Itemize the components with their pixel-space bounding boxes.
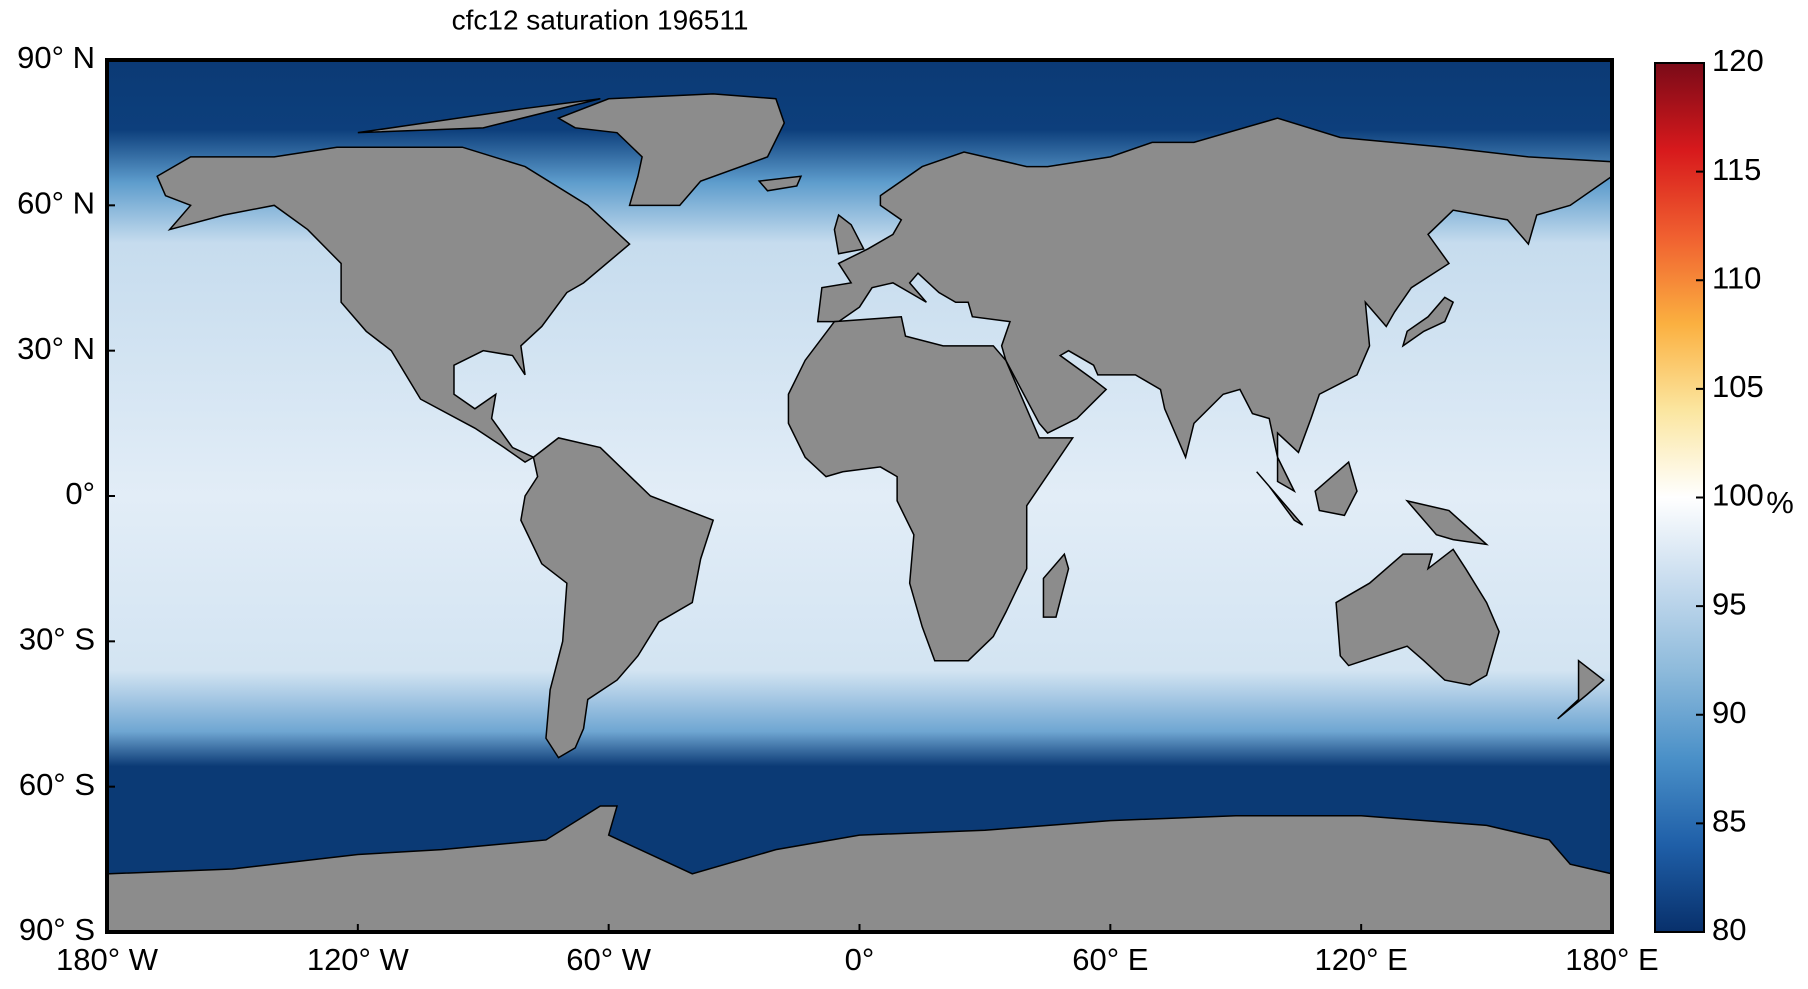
landmass <box>787 315 1075 662</box>
y-tick-label: 30° N <box>17 331 95 366</box>
colorbar-label: % <box>1766 485 1794 520</box>
colorbar-tick-label: 90 <box>1712 695 1746 730</box>
y-tick-label: 0° <box>65 476 95 511</box>
x-tick-label: 120° W <box>307 942 410 977</box>
colorbar-tick-label: 85 <box>1712 804 1746 839</box>
x-tick-label: 180° W <box>56 942 159 977</box>
y-tick-label: 90° S <box>19 912 95 947</box>
chart-title: cfc12 saturation 196511 <box>452 4 749 35</box>
landmass <box>556 93 786 207</box>
y-tick-label: 60° N <box>17 186 95 221</box>
landmass <box>1401 296 1455 348</box>
colorbar-tick-label: 95 <box>1712 586 1746 621</box>
colorbar-tick-label: 115 <box>1712 152 1761 187</box>
landmass <box>1314 460 1358 517</box>
landmass <box>1405 499 1489 546</box>
colorbar-tick-label: 110 <box>1712 260 1761 295</box>
landmass <box>106 805 1613 933</box>
x-tick-label: 120° E <box>1314 942 1407 977</box>
x-tick-label: 60° E <box>1072 942 1148 977</box>
colorbar-tick-label: 120 <box>1712 43 1764 78</box>
landmass <box>757 175 803 192</box>
landmass <box>1557 659 1605 720</box>
colorbar-tick-label: 80 <box>1712 912 1746 947</box>
landmass <box>520 437 715 759</box>
colorbar <box>1654 62 1705 933</box>
colorbar-tick-label: 105 <box>1712 369 1764 404</box>
x-tick-label: 0° <box>845 942 875 977</box>
x-tick-label: 60° W <box>566 942 651 977</box>
landmass <box>156 146 631 463</box>
landmass <box>1256 471 1304 526</box>
land <box>106 93 1613 933</box>
y-tick-label: 90° N <box>17 40 95 75</box>
colorbar-tick-label: 100 <box>1712 478 1764 513</box>
landmass <box>357 98 601 134</box>
y-tick-label: 60° S <box>19 767 95 802</box>
landmass <box>1335 548 1500 686</box>
x-tick-label: 180° E <box>1565 942 1658 977</box>
landmass <box>833 213 865 255</box>
landmass <box>816 117 1613 494</box>
y-tick-label: 30° S <box>19 622 95 657</box>
landmass <box>1042 552 1070 618</box>
